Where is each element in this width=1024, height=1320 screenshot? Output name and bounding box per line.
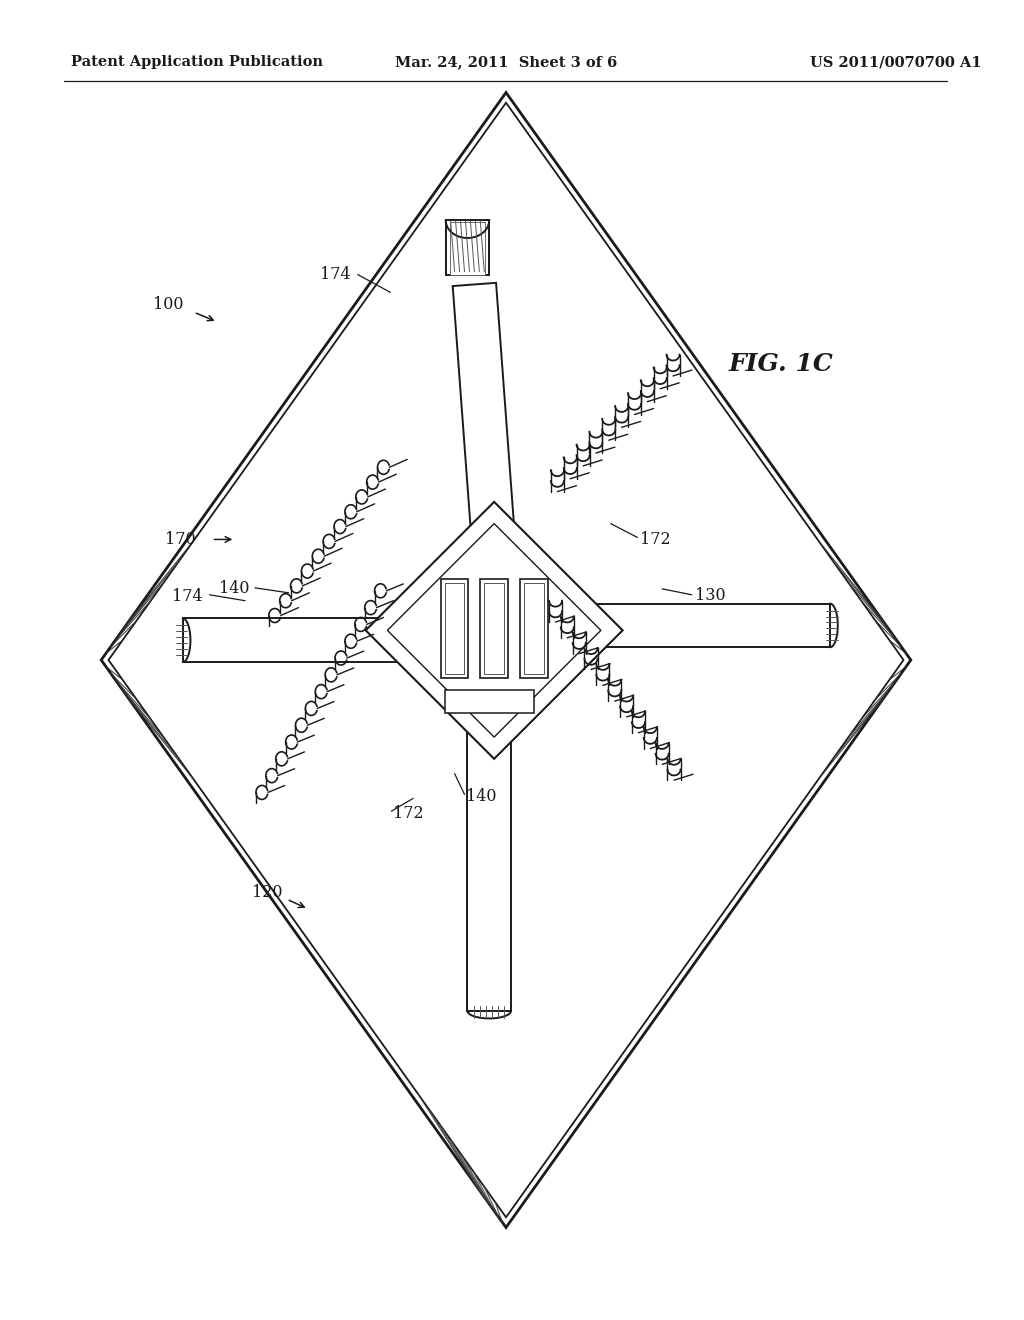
Polygon shape xyxy=(573,603,830,647)
Text: 174: 174 xyxy=(172,589,203,606)
Polygon shape xyxy=(468,709,511,1011)
Polygon shape xyxy=(444,583,465,673)
Polygon shape xyxy=(101,92,910,1228)
Text: 100: 100 xyxy=(153,296,183,313)
Text: Mar. 24, 2011  Sheet 3 of 6: Mar. 24, 2011 Sheet 3 of 6 xyxy=(395,55,617,69)
Polygon shape xyxy=(453,282,516,553)
Text: Patent Application Publication: Patent Application Publication xyxy=(71,55,324,69)
Text: US 2011/0070700 A1: US 2011/0070700 A1 xyxy=(810,55,982,69)
Text: 174: 174 xyxy=(321,267,351,282)
Polygon shape xyxy=(450,222,485,275)
Text: 140: 140 xyxy=(218,581,249,598)
Text: 170: 170 xyxy=(165,531,196,548)
Polygon shape xyxy=(444,689,534,713)
Polygon shape xyxy=(484,583,504,673)
Text: FIG. 1C: FIG. 1C xyxy=(728,351,834,375)
Polygon shape xyxy=(366,502,623,759)
Polygon shape xyxy=(109,103,903,1217)
Polygon shape xyxy=(520,579,548,677)
Polygon shape xyxy=(387,524,601,737)
Text: 172: 172 xyxy=(393,805,424,821)
Polygon shape xyxy=(183,619,415,661)
Polygon shape xyxy=(440,579,468,677)
Polygon shape xyxy=(524,583,544,673)
Text: 120: 120 xyxy=(252,884,282,900)
Text: 172: 172 xyxy=(640,531,671,548)
Polygon shape xyxy=(480,579,508,677)
Text: 130: 130 xyxy=(694,587,725,605)
Text: 140: 140 xyxy=(467,788,497,805)
Polygon shape xyxy=(445,220,489,275)
